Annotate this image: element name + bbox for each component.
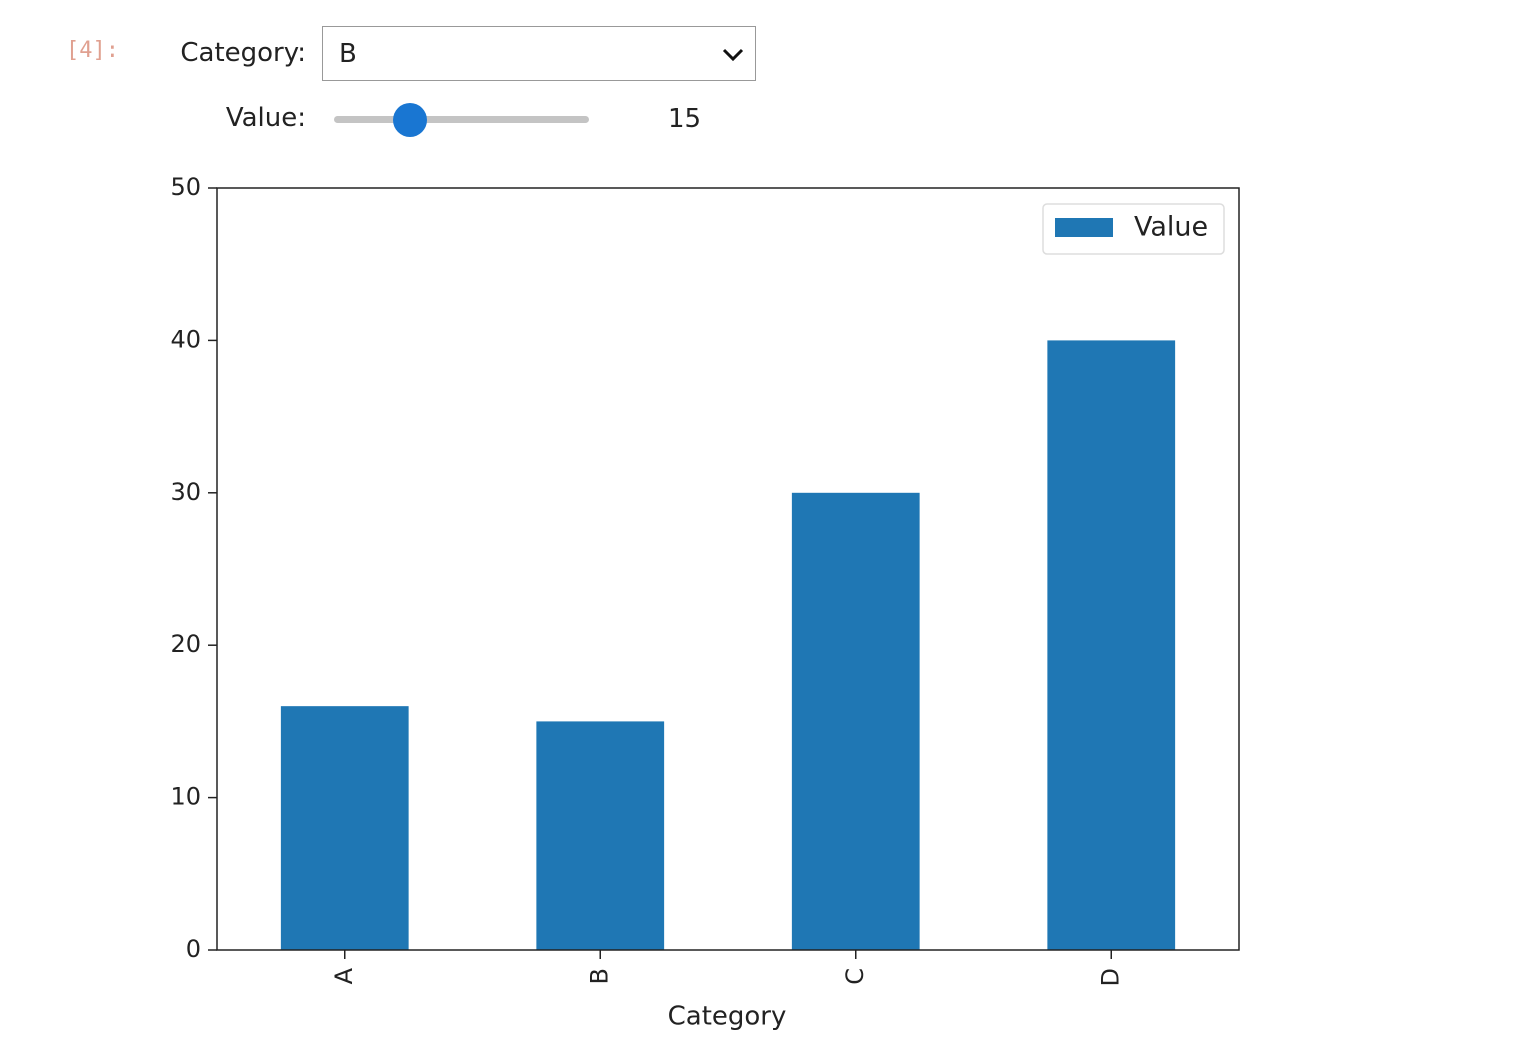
- slider-thumb[interactable]: [393, 103, 427, 137]
- legend-label: Value: [1134, 212, 1208, 243]
- bar: [1047, 340, 1176, 950]
- slider-label: Value:: [225, 103, 306, 133]
- cell-prompt: [4]:: [66, 38, 119, 63]
- legend-box: [1042, 203, 1225, 255]
- chevron: [722, 48, 744, 62]
- bar: [280, 706, 409, 950]
- dropdown-value: B: [339, 39, 357, 69]
- y-tick-label: 30: [170, 478, 201, 506]
- bar: [536, 721, 665, 950]
- x-axis-label: Category: [668, 1002, 787, 1032]
- dropdown-label: Category:: [180, 38, 306, 68]
- slider-track[interactable]: [334, 116, 589, 123]
- slider-readout: 15: [668, 104, 702, 134]
- y-tick-label: 20: [170, 630, 201, 658]
- x-tick-label: D: [1096, 968, 1124, 986]
- plot-frame: [216, 187, 1240, 951]
- legend-swatch: [1055, 218, 1113, 237]
- dropdown[interactable]: B: [322, 26, 756, 81]
- y-tick-label: 40: [170, 325, 201, 353]
- y-tick-label: 10: [170, 783, 201, 811]
- x-tick-label: A: [330, 967, 358, 984]
- x-tick-label: B: [585, 968, 613, 984]
- x-tick-label: C: [841, 968, 869, 985]
- y-tick-label: 0: [186, 935, 201, 963]
- y-tick-label: 50: [170, 173, 201, 201]
- bar: [791, 492, 920, 950]
